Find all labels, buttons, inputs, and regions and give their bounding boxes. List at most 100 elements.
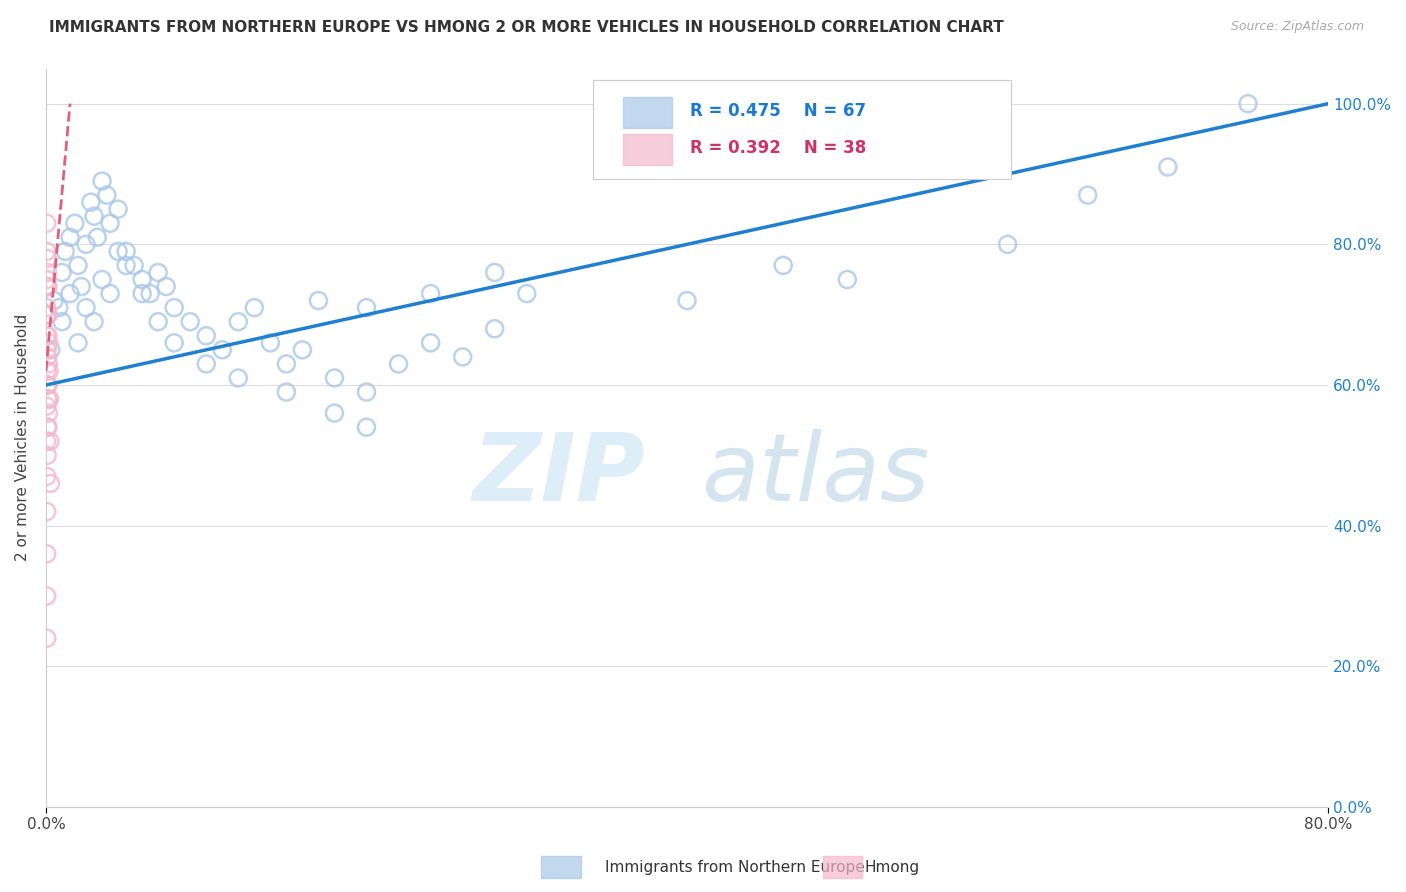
FancyBboxPatch shape bbox=[623, 96, 672, 128]
Point bbox=[139, 286, 162, 301]
Point bbox=[356, 420, 378, 434]
Point bbox=[51, 315, 73, 329]
Point bbox=[484, 265, 506, 279]
Y-axis label: 2 or more Vehicles in Household: 2 or more Vehicles in Household bbox=[15, 314, 30, 561]
Point bbox=[37, 378, 59, 392]
Point bbox=[1237, 96, 1260, 111]
Point bbox=[307, 293, 329, 308]
Point bbox=[37, 279, 59, 293]
Point bbox=[35, 547, 58, 561]
Point bbox=[35, 328, 58, 343]
Point bbox=[37, 308, 59, 322]
Point bbox=[259, 335, 281, 350]
Point bbox=[53, 244, 76, 259]
Point bbox=[37, 308, 59, 322]
Point bbox=[38, 335, 60, 350]
Point bbox=[356, 385, 378, 400]
Point bbox=[323, 371, 346, 385]
Point bbox=[37, 328, 59, 343]
Point bbox=[37, 343, 59, 357]
Point bbox=[35, 434, 58, 449]
Point bbox=[91, 272, 114, 286]
Text: atlas: atlas bbox=[702, 429, 929, 520]
Point bbox=[37, 252, 59, 266]
Text: Source: ZipAtlas.com: Source: ZipAtlas.com bbox=[1230, 20, 1364, 33]
Point bbox=[131, 272, 153, 286]
Point bbox=[107, 244, 129, 259]
Point bbox=[37, 392, 59, 406]
Point bbox=[86, 230, 108, 244]
Point bbox=[179, 315, 201, 329]
Point bbox=[356, 301, 378, 315]
Point bbox=[676, 293, 699, 308]
Point bbox=[80, 195, 103, 210]
Point bbox=[146, 315, 169, 329]
Text: Hmong: Hmong bbox=[865, 860, 920, 874]
FancyBboxPatch shape bbox=[593, 79, 1011, 179]
Point bbox=[35, 631, 58, 645]
Point bbox=[59, 230, 82, 244]
Point bbox=[37, 448, 59, 462]
Point bbox=[37, 378, 59, 392]
Point bbox=[98, 216, 121, 230]
Point bbox=[1077, 188, 1099, 202]
Point bbox=[39, 343, 62, 357]
Point bbox=[291, 343, 314, 357]
Point bbox=[42, 293, 65, 308]
Point bbox=[387, 357, 409, 371]
Text: IMMIGRANTS FROM NORTHERN EUROPE VS HMONG 2 OR MORE VEHICLES IN HOUSEHOLD CORRELA: IMMIGRANTS FROM NORTHERN EUROPE VS HMONG… bbox=[49, 20, 1004, 35]
Point bbox=[107, 202, 129, 217]
Point bbox=[451, 350, 474, 364]
Point bbox=[75, 301, 97, 315]
Point bbox=[91, 174, 114, 188]
Point bbox=[226, 315, 249, 329]
Point bbox=[484, 322, 506, 336]
Point bbox=[35, 301, 58, 315]
Point bbox=[38, 392, 60, 406]
Point bbox=[70, 279, 93, 293]
Point bbox=[155, 279, 177, 293]
Point bbox=[131, 286, 153, 301]
Point bbox=[211, 343, 233, 357]
Point bbox=[75, 237, 97, 252]
Point bbox=[66, 259, 89, 273]
Point bbox=[1157, 160, 1180, 174]
Point bbox=[35, 244, 58, 259]
Point bbox=[38, 392, 60, 406]
Point bbox=[98, 286, 121, 301]
Point bbox=[96, 188, 118, 202]
Point bbox=[35, 589, 58, 603]
Point bbox=[35, 469, 58, 483]
Point bbox=[37, 308, 59, 322]
Point bbox=[276, 385, 298, 400]
Point bbox=[59, 286, 82, 301]
Point bbox=[48, 301, 70, 315]
Point bbox=[37, 406, 59, 420]
Point bbox=[115, 244, 138, 259]
Point bbox=[146, 265, 169, 279]
Point bbox=[276, 357, 298, 371]
Text: ZIP: ZIP bbox=[472, 429, 645, 521]
Point bbox=[837, 272, 859, 286]
Point bbox=[35, 216, 58, 230]
Point bbox=[66, 335, 89, 350]
Point bbox=[63, 216, 86, 230]
Point bbox=[39, 476, 62, 491]
Point bbox=[35, 505, 58, 519]
Point bbox=[163, 301, 186, 315]
Point bbox=[419, 286, 441, 301]
Point bbox=[997, 237, 1019, 252]
Point bbox=[163, 335, 186, 350]
Text: R = 0.392    N = 38: R = 0.392 N = 38 bbox=[689, 139, 866, 157]
Text: Immigrants from Northern Europe: Immigrants from Northern Europe bbox=[605, 860, 865, 874]
Point bbox=[323, 406, 346, 420]
FancyBboxPatch shape bbox=[623, 134, 672, 164]
Point bbox=[243, 301, 266, 315]
Point bbox=[37, 378, 59, 392]
Point bbox=[226, 371, 249, 385]
Point bbox=[35, 364, 58, 378]
Point bbox=[772, 259, 794, 273]
Point bbox=[39, 434, 62, 449]
Point bbox=[37, 265, 59, 279]
Point bbox=[37, 357, 59, 371]
